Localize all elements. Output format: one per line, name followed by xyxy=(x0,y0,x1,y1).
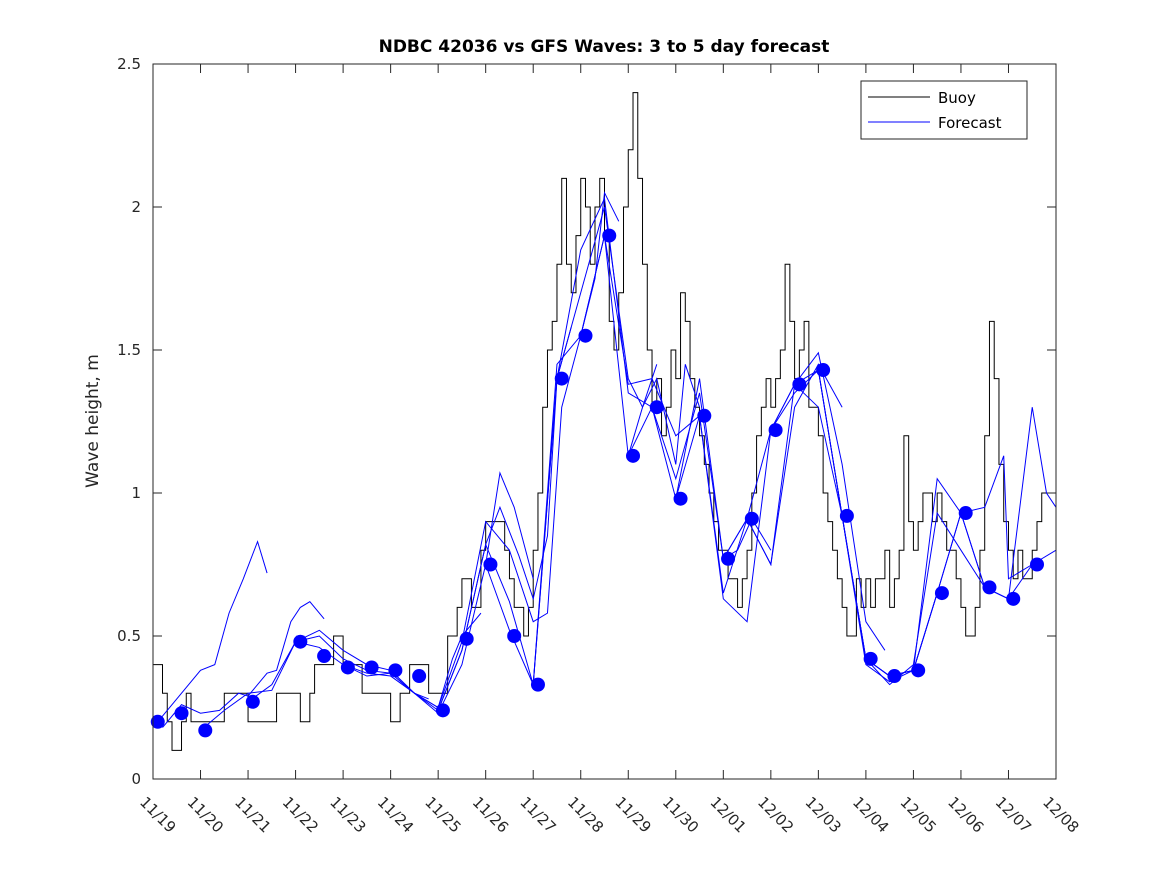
forecast-point xyxy=(507,629,522,643)
forecast-point xyxy=(150,714,165,729)
forecast-point xyxy=(816,363,831,378)
y-tick-label: 2.5 xyxy=(117,55,141,73)
forecast-point xyxy=(982,580,997,595)
forecast-point xyxy=(412,669,427,684)
forecast-point xyxy=(744,511,759,526)
buoy-line xyxy=(153,92,1047,751)
forecast-line xyxy=(865,455,1057,677)
forecast-point xyxy=(911,663,926,678)
forecast-point xyxy=(626,448,641,463)
forecast-point xyxy=(602,228,617,243)
forecast-line xyxy=(162,601,325,728)
forecast-point xyxy=(198,723,213,738)
forecast-line xyxy=(532,196,772,685)
forecast-point xyxy=(887,669,902,684)
forecast-point xyxy=(697,408,712,423)
forecast-point xyxy=(293,634,308,649)
forecast-point xyxy=(649,400,664,415)
forecast-point xyxy=(721,551,736,566)
forecast-point xyxy=(245,694,260,709)
forecast-point xyxy=(174,706,189,721)
series-layer xyxy=(150,92,1057,751)
forecast-point xyxy=(340,660,355,675)
forecast-point xyxy=(578,328,593,343)
axes-box xyxy=(152,63,1057,780)
y-axis-label: Wave height, m xyxy=(83,354,103,488)
forecast-point xyxy=(768,423,783,438)
legend-forecast-label: Forecast xyxy=(938,114,1002,132)
forecast-point xyxy=(435,703,450,718)
y-tick-label: 0 xyxy=(131,770,141,788)
forecast-point xyxy=(364,660,379,675)
forecast-point xyxy=(1006,591,1021,606)
forecast-point xyxy=(1029,557,1044,572)
y-tick-label: 2 xyxy=(131,198,141,216)
legend: Buoy Forecast xyxy=(860,80,1028,140)
chart-title: NDBC 42036 vs GFS Waves: 3 to 5 day fore… xyxy=(379,37,830,57)
y-tick-label: 0.5 xyxy=(117,627,141,645)
legend-box xyxy=(860,80,1028,140)
y-axis: 0 0.5 1 1.5 2 2.5 xyxy=(117,55,1056,788)
forecast-point xyxy=(792,377,807,392)
y-tick-label: 1 xyxy=(131,484,141,502)
forecast-point xyxy=(839,508,854,523)
forecast-point xyxy=(483,557,498,572)
forecast-point xyxy=(530,677,545,692)
forecast-line xyxy=(817,369,1057,677)
y-tick-label: 1.5 xyxy=(117,341,141,359)
forecast-point xyxy=(934,586,949,601)
forecast-point xyxy=(388,663,403,678)
forecast-line xyxy=(485,235,701,685)
forecast-line xyxy=(157,540,268,723)
forecast-point xyxy=(673,491,688,506)
forecast-line xyxy=(295,471,534,715)
forecast-line xyxy=(247,612,482,709)
forecast-point xyxy=(317,649,332,664)
forecast-point xyxy=(863,651,878,666)
legend-buoy-label: Buoy xyxy=(938,89,976,107)
forecast-line xyxy=(627,351,886,651)
forecast-point xyxy=(459,631,474,646)
forecast-point xyxy=(958,506,973,521)
forecast-point xyxy=(554,371,569,386)
